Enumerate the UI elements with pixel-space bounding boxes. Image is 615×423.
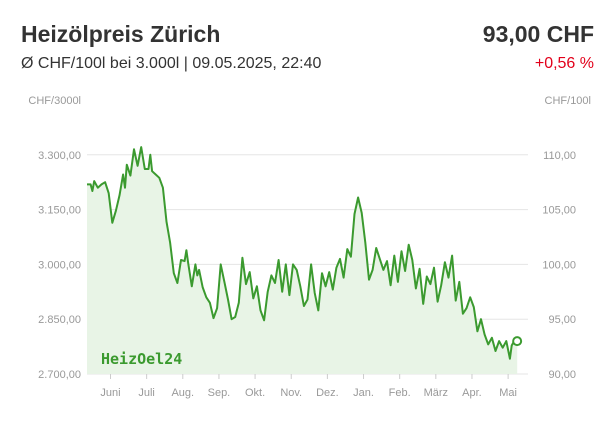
x-axis-tick-label: Sep.: [208, 387, 231, 399]
left-axis-tick-label: 3.000,00: [38, 259, 81, 271]
page-title: Heizölpreis Zürich: [21, 21, 221, 47]
price-change-badge: +0,56 %: [534, 55, 594, 72]
right-axis-tick-label: 90,00: [548, 369, 576, 381]
latest-price-point[interactable]: [512, 336, 523, 347]
x-axis-tick-label: Juli: [138, 387, 155, 399]
right-axis-tick-label: 110,00: [543, 150, 576, 162]
x-axis-tick-label: Juni: [100, 387, 120, 399]
left-axis: 3.300,00 3.150,00 3.000,00 2.850,00 2.700,00: [38, 150, 81, 381]
x-axis-tick-label: Dez.: [316, 387, 339, 399]
x-axis-tick-label: März: [424, 387, 448, 399]
price-area: [87, 147, 518, 374]
left-axis-tick-label: 3.150,00: [38, 205, 81, 217]
right-axis-unit: CHF/100l: [545, 95, 591, 107]
left-axis-tick-label: 2.700,00: [38, 369, 81, 381]
right-axis: 110,00 105,00 100,00 95,00 90,00: [542, 150, 576, 381]
x-axis: Juni Juli Aug. Sep. Okt. Nov. Dez. Jan. Feb. März…: [100, 374, 517, 399]
x-axis-tick-label: Apr.: [462, 387, 482, 399]
current-price: 93,00 CHF: [482, 21, 594, 47]
right-axis-tick-label: 100,00: [542, 259, 576, 271]
right-axis-tick-label: 105,00: [542, 205, 576, 217]
price-line[interactable]: [87, 146, 518, 360]
x-axis-tick-label: Okt.: [245, 387, 265, 399]
left-axis-unit: CHF/3000l: [28, 95, 81, 107]
heizoel24-watermark: HeizOel24: [101, 350, 182, 368]
x-axis-tick-label: Nov.: [280, 387, 302, 399]
x-axis-tick-label: Aug.: [171, 387, 194, 399]
left-axis-tick-label: 2.850,00: [38, 314, 81, 326]
x-axis-tick-label: Mai: [499, 387, 517, 399]
price-subtitle: Ø CHF/100l bei 3.000l | 09.05.2025, 22:4…: [21, 55, 322, 72]
x-axis-tick-label: Jan.: [353, 387, 374, 399]
x-axis-tick-label: Feb.: [389, 387, 411, 399]
right-axis-tick-label: 95,00: [548, 314, 576, 326]
left-axis-tick-label: 3.300,00: [38, 150, 81, 162]
